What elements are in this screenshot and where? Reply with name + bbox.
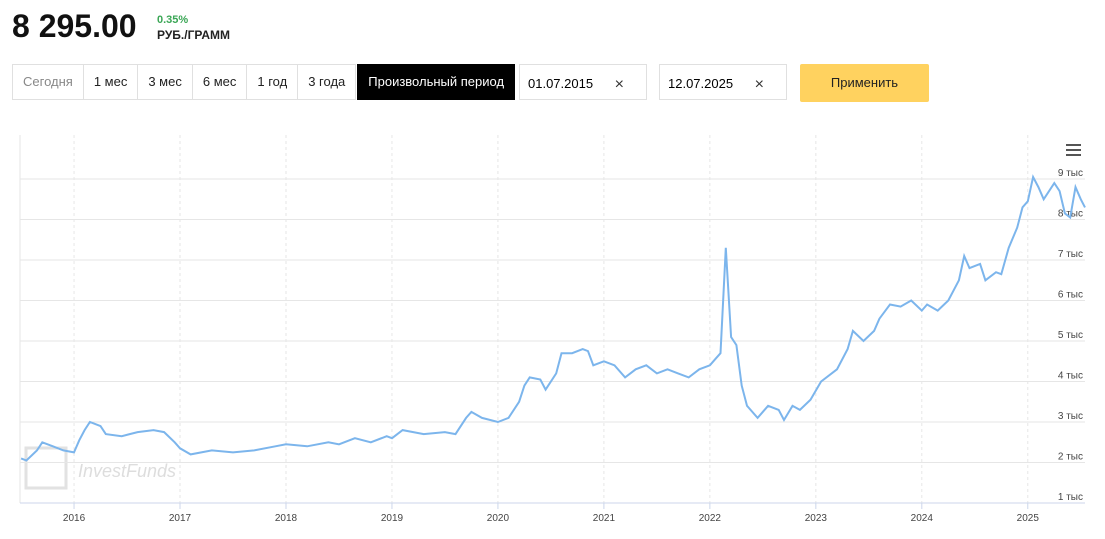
period-button[interactable]: Сегодня <box>12 64 84 100</box>
y-tick-label: 2 тыс <box>1058 452 1083 463</box>
period-buttons: Сегодня 1 мес 3 мес 6 мес 1 год 3 года Произво… <box>12 64 516 100</box>
date-from[interactable]: 01.07.2015 × <box>519 64 647 100</box>
date-text: 12.07.2025 <box>668 76 734 91</box>
x-tick-label: 2021 <box>593 513 616 524</box>
apply-button[interactable]: Применить <box>800 64 929 102</box>
menu-icon[interactable] <box>1066 144 1081 156</box>
chart: InvestFunds 1 тыс 2 тыс 3 тыс 4 тыс 5 тыс 6 т… <box>19 135 1086 524</box>
y-tick-label: 1 тыс <box>1058 492 1083 503</box>
x-tick-label: 2020 <box>487 513 510 524</box>
y-tick-label: 5 тыс <box>1058 330 1083 341</box>
unit: РУБ./ГРАММ <box>157 28 231 42</box>
period-button[interactable]: 1 мес <box>82 64 139 100</box>
y-tick-label: 6 тыс <box>1058 290 1083 301</box>
clear-icon[interactable]: × <box>614 76 624 93</box>
period-button[interactable]: 1 год <box>246 64 299 100</box>
x-tick-label: 2025 <box>1017 513 1040 524</box>
watermark: InvestFunds <box>78 461 176 481</box>
period-button[interactable]: 3 года <box>297 64 357 100</box>
y-tick-label: 4 тыс <box>1058 371 1083 382</box>
period-button[interactable]: 3 мес <box>137 64 193 100</box>
change: 0.35% <box>157 14 189 26</box>
date-text: 01.07.2015 <box>528 76 594 91</box>
period-button[interactable]: 6 мес <box>191 64 248 100</box>
clear-icon[interactable]: × <box>754 76 764 93</box>
x-tick-label: 2017 <box>169 513 192 524</box>
y-tick-label: 9 тыс <box>1058 168 1083 179</box>
x-tick-label: 2018 <box>275 513 298 524</box>
x-tick-label: 2024 <box>911 513 934 524</box>
x-tick-label: 2022 <box>699 513 722 524</box>
x-tick-label: 2016 <box>63 513 86 524</box>
price: 8 295.00 <box>12 8 137 44</box>
y-tick-label: 3 тыс <box>1058 411 1083 422</box>
watermark-logo <box>24 446 68 490</box>
x-tick-label: 2019 <box>381 513 404 524</box>
date-to[interactable]: 12.07.2025 × <box>659 64 787 100</box>
x-tick-label: 2023 <box>805 513 828 524</box>
period-button[interactable]: Произвольный период <box>357 64 516 100</box>
y-tick-label: 7 тыс <box>1058 249 1083 260</box>
price-line <box>20 174 1086 462</box>
